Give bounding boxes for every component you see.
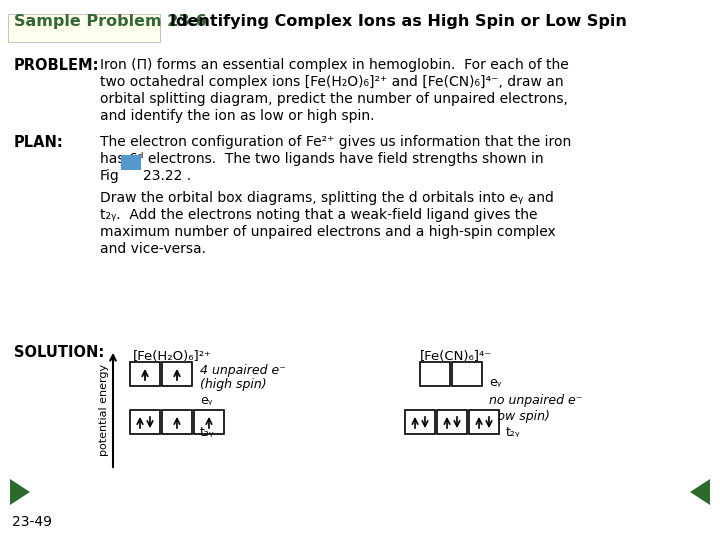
Text: Identifying Complex Ions as High Spin or Low Spin: Identifying Complex Ions as High Spin or…	[170, 14, 627, 29]
Text: maximum number of unpaired electrons and a high-spin complex: maximum number of unpaired electrons and…	[100, 225, 556, 239]
Bar	[130, 362, 160, 386]
Text: eᵧ: eᵧ	[489, 376, 502, 389]
Text: The electron configuration of Fe²⁺ gives us information that the iron: The electron configuration of Fe²⁺ gives…	[100, 135, 571, 149]
Text: Sample Problem 23.6: Sample Problem 23.6	[14, 14, 207, 29]
Bar	[469, 410, 499, 434]
Text: [Fe(CN)₆]⁴⁻: [Fe(CN)₆]⁴⁻	[420, 350, 492, 363]
Text: and identify the ion as low or high spin.: and identify the ion as low or high spin…	[100, 109, 374, 123]
Text: 23.22 .: 23.22 .	[143, 169, 191, 183]
Bar	[8, 14, 160, 42]
Bar	[130, 410, 160, 434]
Text: 23-49: 23-49	[12, 515, 52, 529]
Bar	[420, 362, 450, 386]
Text: t₂ᵧ.  Add the electrons noting that a weak-field ligand gives the: t₂ᵧ. Add the electrons noting that a wea…	[100, 208, 538, 222]
Polygon shape	[690, 479, 710, 505]
Text: t₂ᵧ: t₂ᵧ	[200, 426, 215, 439]
Text: (low spin): (low spin)	[489, 410, 550, 423]
Text: PROBLEM:: PROBLEM:	[14, 58, 99, 73]
Bar	[194, 410, 224, 434]
Text: Iron (Π) forms an essential complex in hemoglobin.  For each of the: Iron (Π) forms an essential complex in h…	[100, 58, 569, 72]
Text: eᵧ: eᵧ	[200, 394, 212, 407]
Bar	[162, 362, 192, 386]
Bar	[405, 410, 435, 434]
Bar	[162, 410, 192, 434]
Text: Draw the orbital box diagrams, splitting the d orbitals into eᵧ and: Draw the orbital box diagrams, splitting…	[100, 191, 554, 205]
Text: t₂ᵧ: t₂ᵧ	[506, 426, 521, 439]
Text: [Fe(H₂O)₆]²⁺: [Fe(H₂O)₆]²⁺	[133, 350, 212, 363]
Text: 4 unpaired e⁻: 4 unpaired e⁻	[200, 364, 286, 377]
Text: SOLUTION:: SOLUTION:	[14, 345, 104, 360]
Text: potential energy: potential energy	[99, 364, 109, 456]
Text: PLAN:: PLAN:	[14, 135, 64, 150]
Text: two octahedral complex ions [Fe(H₂O)₆]²⁺ and [Fe(CN)₆]⁴⁻, draw an: two octahedral complex ions [Fe(H₂O)₆]²⁺…	[100, 75, 564, 89]
Polygon shape	[10, 479, 30, 505]
Text: has 6ᵈ electrons.  The two ligands have field strengths shown in: has 6ᵈ electrons. The two ligands have f…	[100, 152, 544, 166]
Text: orbital splitting diagram, predict the number of unpaired electrons,: orbital splitting diagram, predict the n…	[100, 92, 568, 106]
Bar	[121, 155, 141, 170]
Text: no unpaired e⁻: no unpaired e⁻	[489, 394, 582, 407]
Bar	[452, 362, 482, 386]
Text: and vice-versa.: and vice-versa.	[100, 242, 206, 256]
Text: Fig: Fig	[100, 169, 120, 183]
Text: (high spin): (high spin)	[200, 378, 266, 391]
Bar	[437, 410, 467, 434]
